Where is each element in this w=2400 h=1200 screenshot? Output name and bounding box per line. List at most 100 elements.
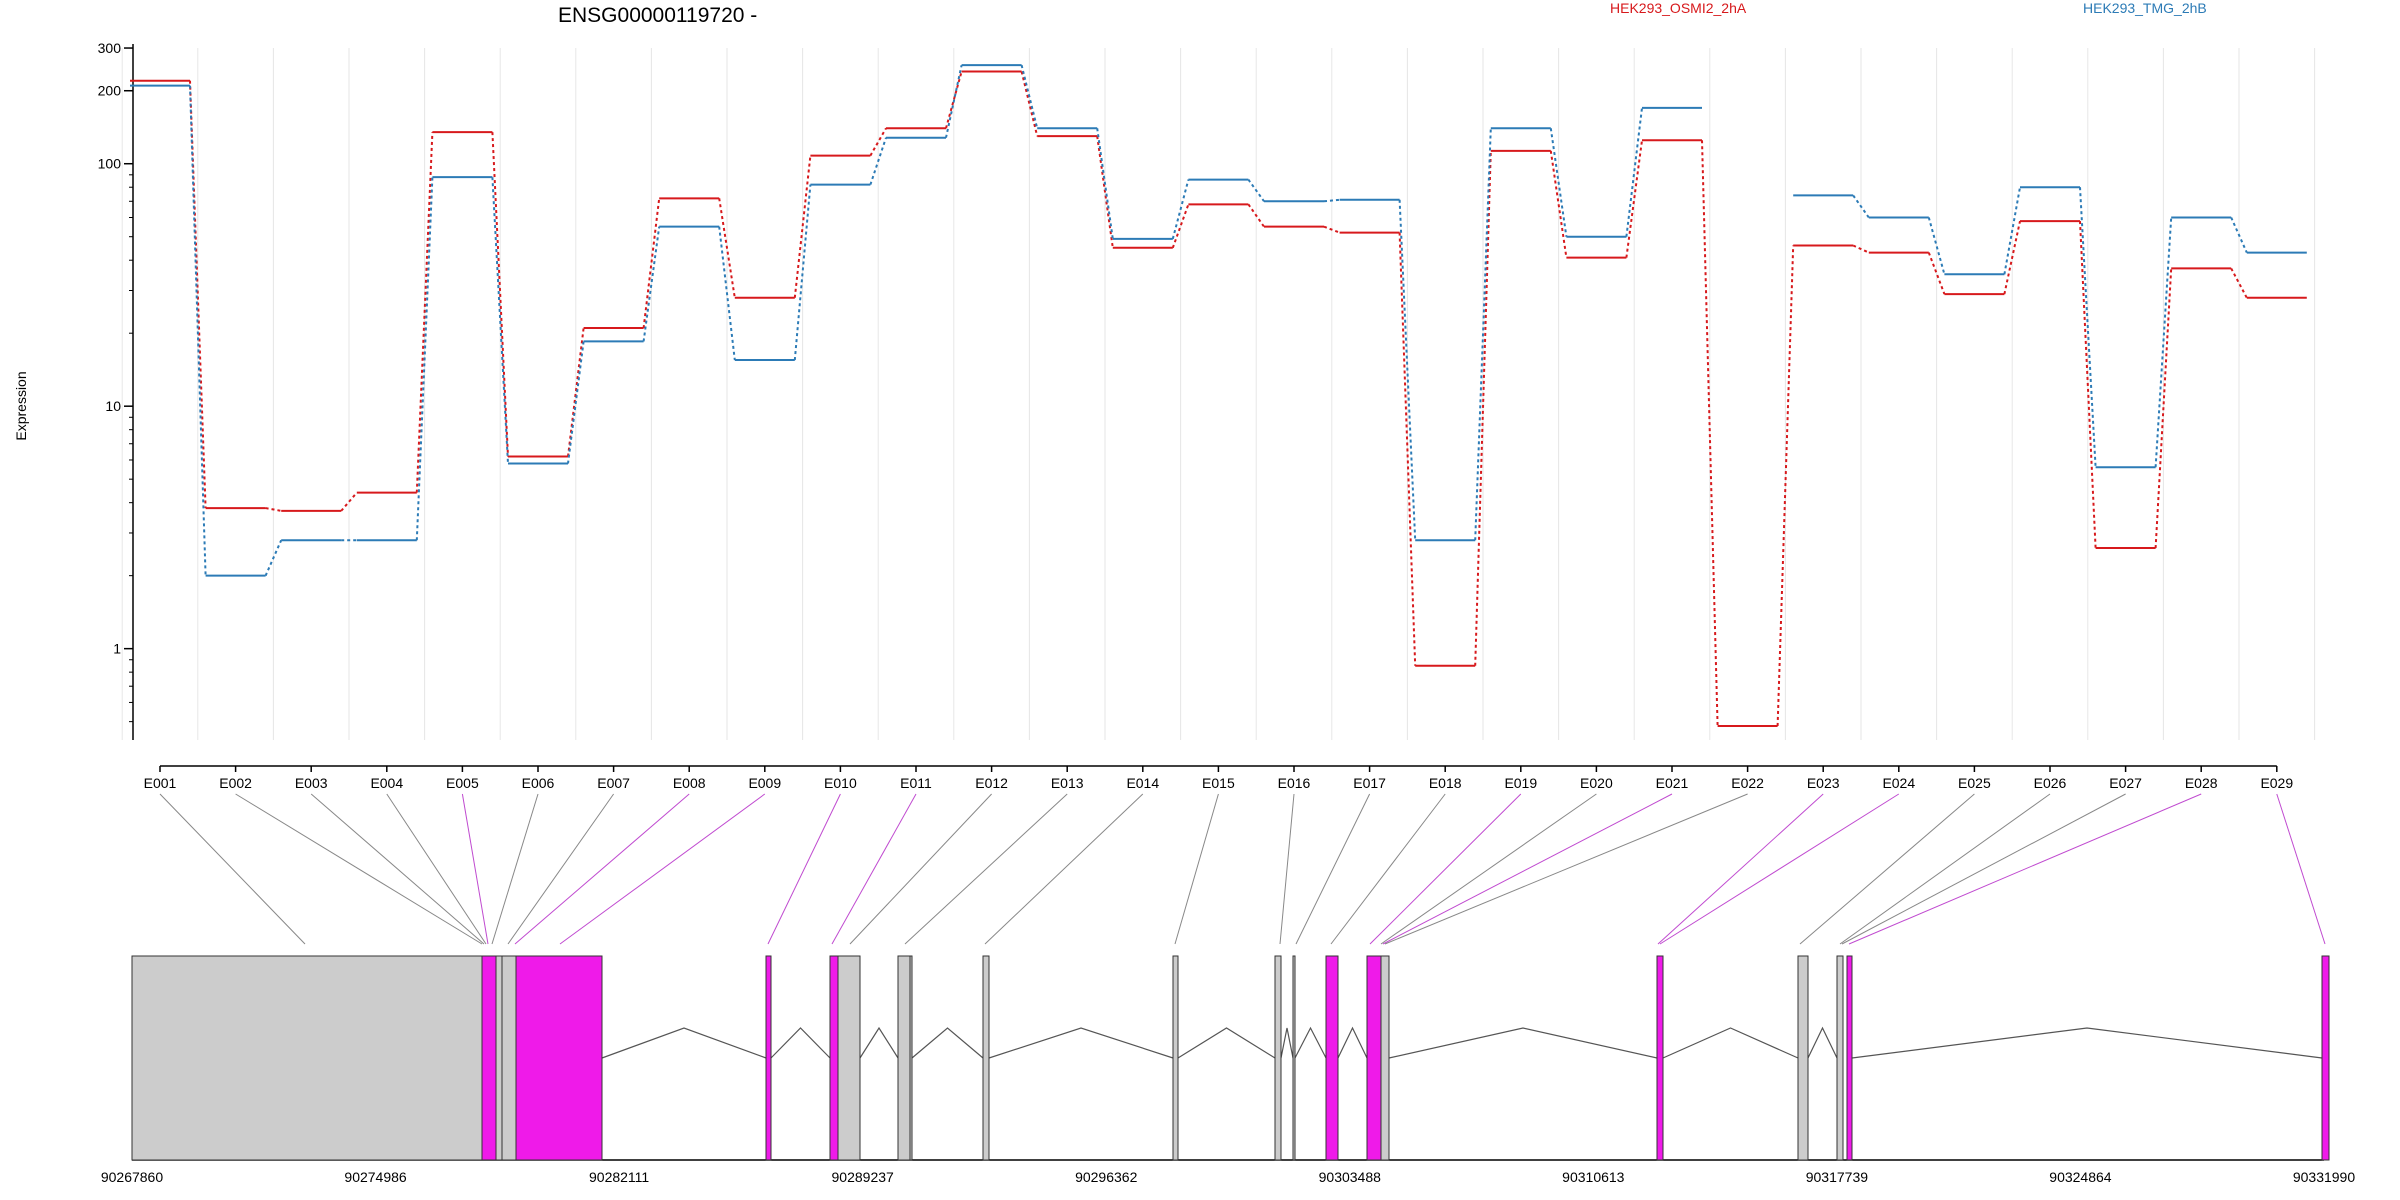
intron-line <box>1388 1027 1658 1059</box>
x-tick-label: E014 <box>1126 775 1159 791</box>
series-connector <box>1171 203 1190 249</box>
series-connector <box>189 80 207 509</box>
exon-block <box>897 955 911 1161</box>
exon-block <box>501 955 517 1161</box>
exon-connector <box>1659 793 1900 945</box>
x-tick-label: E028 <box>2185 775 2218 791</box>
series-connector <box>1323 198 1340 203</box>
axes: 1 10 100 200 300 E001 E002 E003 E004 E005 E006 E007… <box>98 40 2294 791</box>
genomic-tick-label: 90282111 <box>589 1169 649 1185</box>
series-connector <box>2079 187 2097 468</box>
series-connector <box>1474 150 1492 666</box>
series-connector <box>718 226 736 361</box>
exon-block <box>1836 955 1844 1161</box>
x-tick-label: E003 <box>295 775 328 791</box>
exon-block <box>131 955 483 1161</box>
exon-connector <box>2276 793 2326 945</box>
exon-block <box>495 955 503 1161</box>
exon-connector <box>1799 793 1975 945</box>
exon-connector <box>1369 793 1522 945</box>
series-connector <box>1927 217 1946 275</box>
x-tick-label: E017 <box>1353 775 1386 791</box>
exon-connector <box>1384 793 1748 945</box>
exon-connector <box>461 793 489 945</box>
x-tick-label: E008 <box>673 775 706 791</box>
genomic-tick-label: 90289237 <box>832 1169 895 1185</box>
series-connector <box>415 132 434 493</box>
series-connector <box>189 85 207 576</box>
series-connector <box>945 71 963 129</box>
genomic-tick-label: 90310613 <box>1562 1169 1625 1185</box>
chart-title: ENSG00000119720 - <box>558 4 757 27</box>
series-connector <box>1171 179 1190 240</box>
exon-block <box>515 955 603 1161</box>
x-tick-label: E007 <box>597 775 630 791</box>
series-connector <box>1020 64 1039 129</box>
y-tick-label: 300 <box>98 40 122 56</box>
x-tick-label: E006 <box>522 775 555 791</box>
exon-connector <box>1841 793 2126 945</box>
series-connector <box>265 507 282 512</box>
series-connector <box>1852 244 1870 254</box>
exon-block <box>481 955 497 1161</box>
legend-series-1: HEK293_OSMI2_2hA <box>1610 0 1747 16</box>
exon-connector <box>514 793 690 945</box>
x-tick-label: E009 <box>748 775 781 791</box>
exon-connector <box>1295 793 1371 945</box>
intron-line <box>988 1027 1174 1059</box>
intron-line <box>859 1026 899 1059</box>
exon-connector <box>1382 793 1673 945</box>
series-connector <box>1927 252 1946 295</box>
x-tick-label: E021 <box>1656 775 1689 791</box>
exon-block <box>1656 955 1664 1161</box>
series-connector <box>1474 128 1492 541</box>
exon-block <box>1274 955 1282 1161</box>
series-connector <box>1701 140 1719 726</box>
series-connector <box>793 184 812 361</box>
series-connector <box>340 491 358 512</box>
series-connector <box>1398 232 1417 666</box>
exon-connector <box>1848 793 2202 945</box>
y-tick-label: 100 <box>98 156 122 172</box>
series-connector <box>264 539 283 577</box>
exon-connector <box>507 793 615 945</box>
intron-line <box>1294 1026 1327 1059</box>
exon-block <box>1366 955 1382 1161</box>
intron-line <box>911 1027 984 1059</box>
series-1 <box>130 70 2307 727</box>
exon-connector <box>1657 793 1824 945</box>
exon-block <box>1172 955 1179 1161</box>
exon-connector <box>1279 793 1295 945</box>
exon-connector <box>491 793 539 945</box>
series-connector <box>869 127 887 157</box>
exon-connector <box>1839 793 2051 945</box>
series-connector <box>1776 245 1795 726</box>
x-tick-label: E026 <box>2034 775 2067 791</box>
exon-block <box>1797 955 1809 1161</box>
series-connector <box>1625 140 1643 258</box>
intron-line <box>1337 1026 1368 1059</box>
series-connector <box>718 198 736 298</box>
exon-connector <box>831 793 917 945</box>
exon-connector <box>559 793 766 945</box>
intron-line <box>601 1027 767 1059</box>
intron-line <box>1662 1027 1799 1059</box>
exon-connector <box>159 793 306 945</box>
x-tick-label: E002 <box>219 775 252 791</box>
series-connector <box>2003 220 2021 295</box>
x-tick-label: E022 <box>1731 775 1764 791</box>
series-connector <box>1247 179 1265 202</box>
intron-line <box>1851 1027 2323 1059</box>
x-tick-label: E015 <box>1202 775 1235 791</box>
series-connector <box>642 226 661 342</box>
exon-block <box>2321 955 2330 1161</box>
genomic-tick-label: 90331990 <box>2293 1169 2356 1185</box>
exon-block <box>765 955 772 1161</box>
series-connector <box>1020 71 1039 137</box>
exon-connector <box>849 793 992 945</box>
x-tick-label: E024 <box>1882 775 1915 791</box>
exon-connector <box>904 793 1068 945</box>
x-tick-label: E027 <box>2109 775 2142 791</box>
genomic-tick-label: 90274986 <box>344 1169 407 1185</box>
